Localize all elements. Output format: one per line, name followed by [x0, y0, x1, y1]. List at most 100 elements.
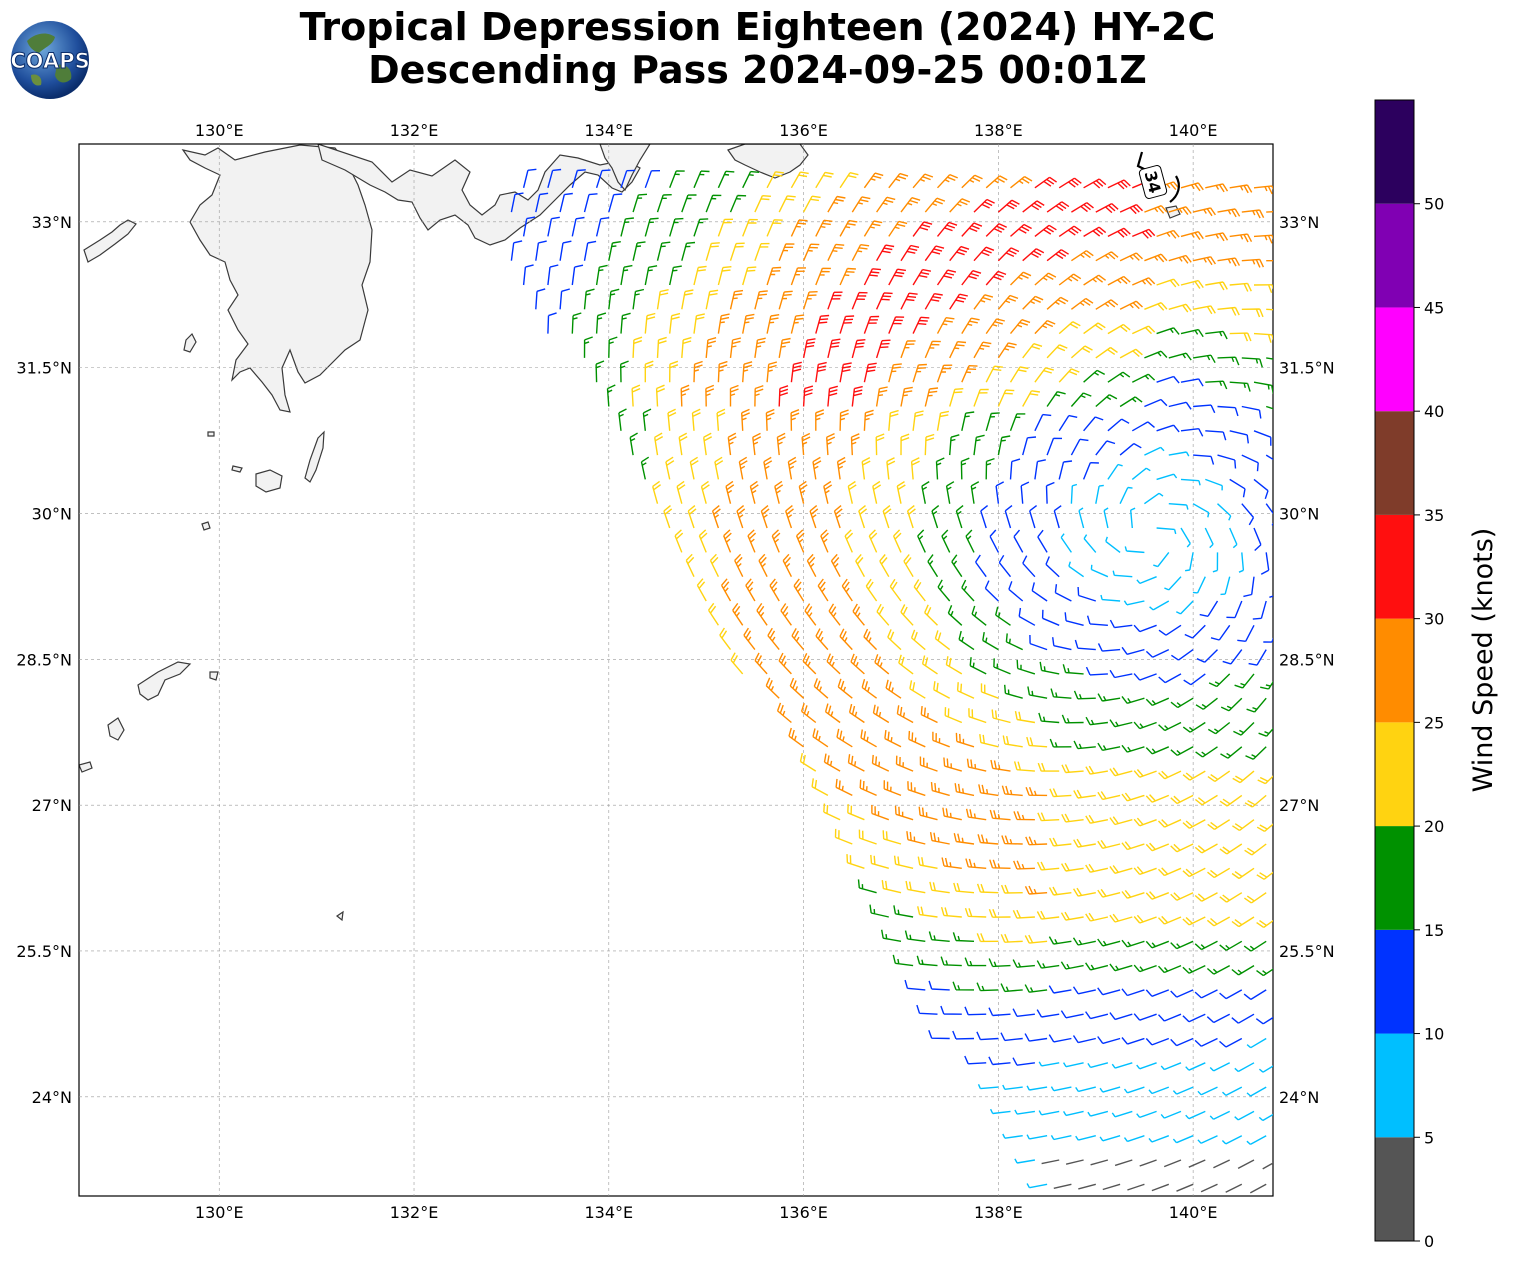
wind-barb	[1212, 552, 1219, 573]
lon-tick-label-top: 140°E	[1169, 121, 1218, 140]
wind-barb	[1260, 680, 1273, 690]
wind-barb	[1045, 481, 1055, 504]
wind-barb	[535, 240, 547, 261]
wind-barb	[790, 314, 805, 334]
wind-barb	[949, 388, 964, 407]
wind-barb	[828, 603, 841, 626]
wind-barb	[1022, 295, 1044, 310]
wind-barb	[730, 652, 744, 675]
wind-barb	[1012, 959, 1035, 968]
wind-barb	[780, 603, 792, 626]
wind-barb	[888, 409, 899, 431]
wind-barb	[1024, 934, 1048, 944]
wind-barb	[1037, 812, 1060, 822]
wind-barb	[989, 859, 1011, 869]
wind-barb	[667, 408, 677, 431]
colorbar-tick-label: 40	[1424, 402, 1444, 421]
wind-barb	[1095, 484, 1104, 504]
wind-barb	[1097, 938, 1121, 947]
wind-barb	[815, 361, 827, 383]
colorbar-bin	[1375, 722, 1414, 827]
wind-barb	[681, 241, 696, 261]
wind-barb	[943, 757, 962, 772]
wind-barb	[1090, 564, 1109, 578]
wind-barb	[1045, 556, 1060, 578]
wind-barb	[885, 679, 902, 699]
wind-barb	[665, 456, 675, 480]
wind-barb	[995, 606, 1011, 626]
wind-barb	[977, 1084, 999, 1090]
wind-barb	[871, 754, 890, 772]
wind-barb	[1109, 619, 1133, 629]
wind-barb	[910, 457, 920, 480]
wind-barb	[888, 363, 902, 383]
wind-barb	[1194, 892, 1218, 902]
wind-barb	[936, 269, 957, 286]
wind-barb	[802, 385, 814, 407]
wind-barb	[1217, 454, 1237, 469]
wind-barb	[1205, 330, 1228, 340]
wind-barb	[1234, 1110, 1255, 1121]
wind-barb	[900, 244, 920, 262]
wind-barb	[1121, 744, 1145, 753]
wind-barb	[1168, 352, 1192, 361]
wind-barb	[956, 682, 975, 699]
wind-barb	[976, 1031, 999, 1041]
wind-barb	[1266, 308, 1273, 311]
wind-barb	[1121, 841, 1145, 851]
wind-barb	[1074, 639, 1096, 651]
wind-barb	[1145, 842, 1170, 852]
wind-barb	[1099, 1086, 1121, 1093]
wind-barb	[1085, 863, 1109, 873]
wind-barb	[1109, 719, 1133, 728]
wind-barb	[835, 778, 853, 797]
wind-barb	[1048, 985, 1072, 994]
wind-barb	[863, 362, 877, 383]
wind-barb	[1145, 697, 1170, 707]
wind-barb	[754, 195, 771, 213]
wind-barb	[1058, 177, 1082, 189]
wind-barb	[985, 223, 1007, 237]
wind-barb	[827, 338, 841, 359]
wind-barb	[510, 192, 524, 213]
wind-barb	[766, 266, 782, 286]
wind-barb	[1073, 740, 1096, 750]
wind-barb	[973, 434, 985, 456]
wind-barb	[802, 243, 820, 261]
koshiki	[183, 332, 197, 353]
wind-barb	[1109, 865, 1133, 874]
graticule	[79, 144, 1273, 1196]
wind-barb	[1217, 306, 1240, 316]
wind-barb	[1062, 1110, 1084, 1117]
lat-tick-label-right: 31.5°N	[1279, 359, 1335, 378]
wind-barb	[815, 314, 830, 334]
wind-barb	[693, 265, 707, 286]
wind-barb	[1060, 1010, 1084, 1019]
wind-barb	[1052, 637, 1072, 651]
wind-barb	[632, 193, 648, 213]
wind-barb	[559, 288, 570, 310]
wind-barb	[852, 603, 865, 626]
wind-barb	[754, 652, 768, 675]
wind-barb	[1102, 1183, 1121, 1191]
wind-barb	[1026, 1134, 1048, 1140]
wind-barb	[1097, 987, 1121, 996]
lon-tick-label-top: 138°E	[974, 121, 1023, 140]
wind-barb	[1195, 746, 1218, 758]
wind-barb	[1220, 697, 1243, 712]
wind-barb	[1237, 1159, 1255, 1170]
colorbar-tick-label: 30	[1424, 610, 1444, 629]
wind-barb	[632, 241, 646, 261]
wind-barb	[1219, 843, 1243, 855]
amami-oshima	[137, 661, 192, 701]
wind-barb	[632, 336, 643, 358]
wind-barb	[1144, 253, 1168, 263]
wind-barb	[1085, 1011, 1109, 1020]
wind-barb	[1039, 661, 1060, 675]
wind-barb	[1107, 275, 1131, 286]
wind-barb	[547, 264, 559, 286]
wind-barb	[1246, 1086, 1267, 1097]
wind-barb	[1070, 483, 1078, 504]
wind-barb	[1217, 356, 1240, 366]
wind-barb	[847, 480, 857, 504]
